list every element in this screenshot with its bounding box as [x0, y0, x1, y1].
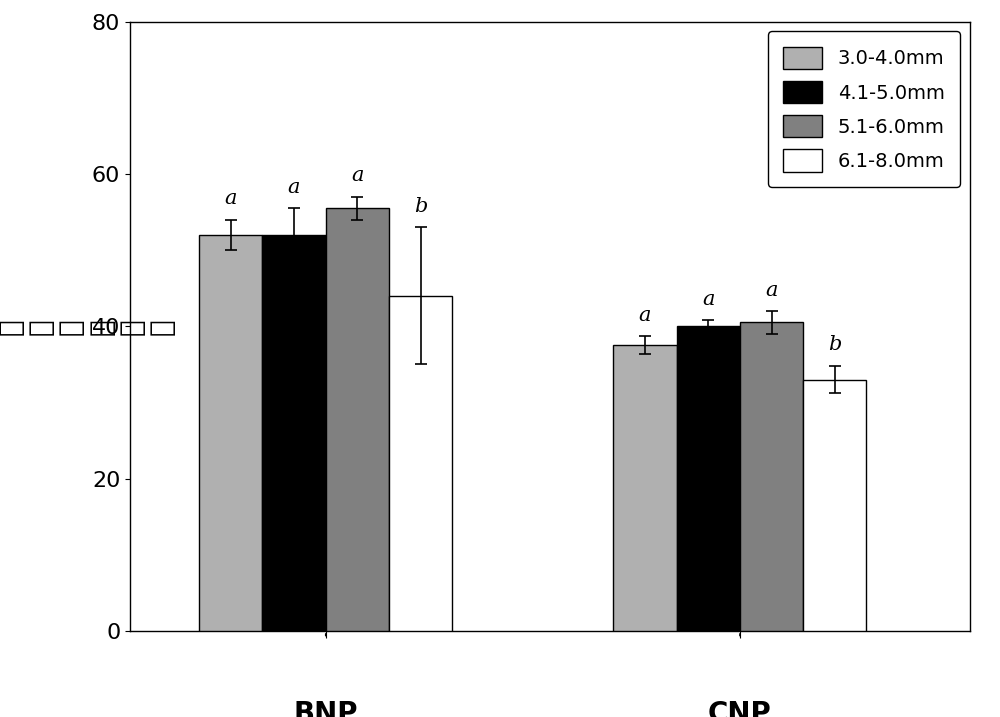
Bar — [326, 208, 389, 631]
Text: a: a — [765, 280, 778, 300]
Text: a: a — [639, 305, 651, 325]
Bar — [803, 379, 866, 631]
Bar — [677, 326, 740, 631]
Bar — [389, 295, 452, 631]
Text: CNP: CNP — [708, 700, 772, 717]
Text: b: b — [828, 336, 841, 354]
Bar — [740, 323, 803, 631]
Bar — [262, 235, 326, 631]
Text: a: a — [351, 166, 364, 185]
Text: BNP: BNP — [293, 700, 358, 717]
Bar — [613, 346, 677, 631]
Legend: 3.0-4.0mm, 4.1-5.0mm, 5.1-6.0mm, 6.1-8.0mm: 3.0-4.0mm, 4.1-5.0mm, 5.1-6.0mm, 6.1-8.0… — [768, 32, 960, 187]
Text: a: a — [224, 189, 237, 208]
Text: b: b — [414, 196, 427, 216]
Text: a: a — [702, 290, 714, 309]
Bar — [199, 235, 262, 631]
Text: a: a — [288, 178, 300, 196]
Y-axis label: (ng/ml)
钓
肽
片
段
浓
度: (ng/ml) 钓 肽 片 段 浓 度 — [0, 276, 176, 376]
